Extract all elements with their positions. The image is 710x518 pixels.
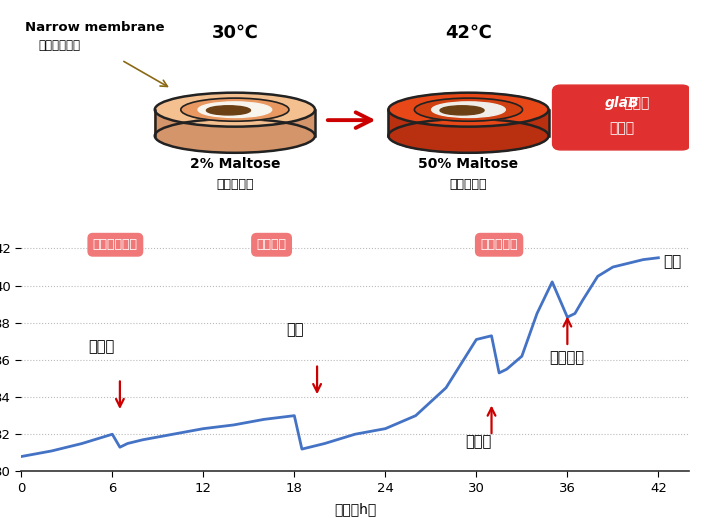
Ellipse shape	[155, 119, 315, 153]
Text: 菌糸成長阵害: 菌糸成長阵害	[93, 238, 138, 251]
Text: 菌糸成長阵害: 菌糸成長阵害	[38, 39, 80, 52]
Text: 高温培養: 高温培養	[256, 238, 287, 251]
Text: 高水分活性: 高水分活性	[216, 178, 253, 191]
Ellipse shape	[415, 98, 523, 121]
Text: Narrow membrane: Narrow membrane	[25, 21, 164, 34]
Ellipse shape	[440, 106, 484, 115]
Text: 2% Maltose: 2% Maltose	[190, 157, 280, 171]
Ellipse shape	[432, 102, 506, 118]
Text: 高発現: 高発現	[609, 121, 635, 135]
Text: 仕舞仕事: 仕舞仕事	[549, 351, 584, 366]
Polygon shape	[155, 110, 315, 153]
Ellipse shape	[155, 93, 315, 127]
Text: 42℃: 42℃	[445, 24, 492, 42]
Text: 遵伝子: 遵伝子	[595, 96, 649, 110]
Text: 出鹹: 出鹹	[663, 254, 681, 269]
Ellipse shape	[207, 106, 251, 115]
Text: 30℃: 30℃	[212, 24, 258, 42]
Ellipse shape	[388, 119, 549, 153]
Ellipse shape	[388, 93, 549, 127]
Text: glaB: glaB	[605, 96, 639, 110]
Text: 切返し: 切返し	[88, 339, 114, 354]
Polygon shape	[388, 110, 549, 153]
X-axis label: 時間（h）: 時間（h）	[334, 502, 376, 516]
FancyBboxPatch shape	[552, 85, 690, 150]
Text: 50% Maltose: 50% Maltose	[418, 157, 518, 171]
Text: 低水分活性: 低水分活性	[449, 178, 487, 191]
Ellipse shape	[181, 98, 289, 121]
Text: 低水分活性: 低水分活性	[481, 238, 518, 251]
Text: 盛り: 盛り	[287, 323, 305, 338]
Ellipse shape	[198, 102, 272, 118]
Text: 仒仕事: 仒仕事	[466, 434, 492, 449]
